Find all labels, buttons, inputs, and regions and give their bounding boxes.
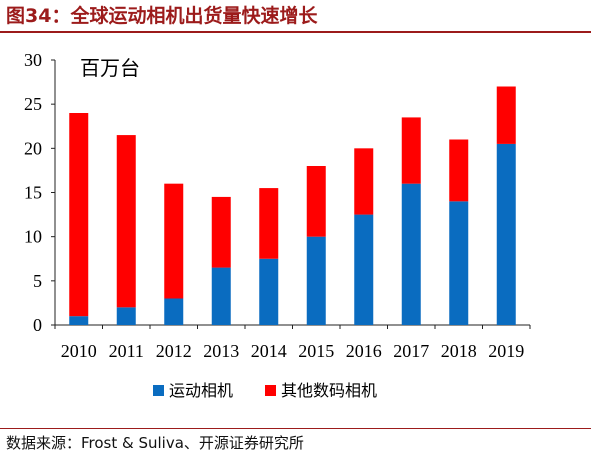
y-tick-label: 10 [24, 227, 42, 247]
x-tick-label: 2019 [488, 341, 524, 361]
source-rule [0, 428, 591, 429]
bar-sports-2013 [211, 267, 231, 325]
y-tick-label: 30 [24, 50, 42, 70]
bar-other-2016 [354, 148, 374, 215]
y-tick-label: 0 [33, 315, 42, 335]
bar-sports-2010 [69, 316, 89, 325]
bar-other-2011 [116, 135, 136, 308]
bar-sports-2018 [449, 201, 469, 325]
x-tick-label: 2013 [203, 341, 239, 361]
source-note: 数据来源：Frost & Suliva、开源证券研究所 [6, 434, 304, 452]
y-tick-label: 15 [24, 183, 42, 203]
x-tick-label: 2016 [346, 341, 382, 361]
bar-other-2012 [164, 183, 184, 299]
x-tick-label: 2014 [251, 341, 287, 361]
bar-sports-2019 [496, 143, 516, 325]
bar-other-2010 [69, 113, 89, 317]
figure-title: 图34：全球运动相机出货量快速增长 [6, 5, 318, 27]
bar-other-2017 [401, 117, 421, 184]
bar-other-2019 [496, 86, 516, 144]
bar-other-2013 [211, 196, 231, 268]
title-rule [0, 31, 591, 33]
bar-other-2015 [306, 166, 326, 237]
x-tick-label: 2018 [441, 341, 477, 361]
y-tick-label: 20 [24, 138, 42, 158]
bar-sports-2015 [306, 236, 326, 325]
bar-sports-2011 [116, 307, 136, 325]
x-tick-label: 2010 [61, 341, 97, 361]
y-tick-label: 25 [24, 94, 42, 114]
bar-sports-2012 [164, 298, 184, 325]
bar-sports-2016 [354, 214, 374, 325]
bar-other-2018 [449, 139, 469, 202]
unit-label: 百万台 [80, 56, 140, 80]
x-tick-label: 2012 [156, 341, 192, 361]
x-tick-label: 2011 [109, 341, 144, 361]
x-tick-label: 2017 [393, 341, 429, 361]
bar-sports-2017 [401, 183, 421, 325]
legend-swatch-sports [153, 385, 164, 396]
legend-label-sports: 运动相机 [169, 381, 233, 400]
bar-other-2014 [259, 188, 279, 259]
x-tick-label: 2015 [298, 341, 334, 361]
legend-swatch-other [265, 385, 276, 396]
y-tick-label: 5 [33, 271, 42, 291]
bar-sports-2014 [259, 258, 279, 325]
legend-label-other: 其他数码相机 [281, 381, 377, 400]
